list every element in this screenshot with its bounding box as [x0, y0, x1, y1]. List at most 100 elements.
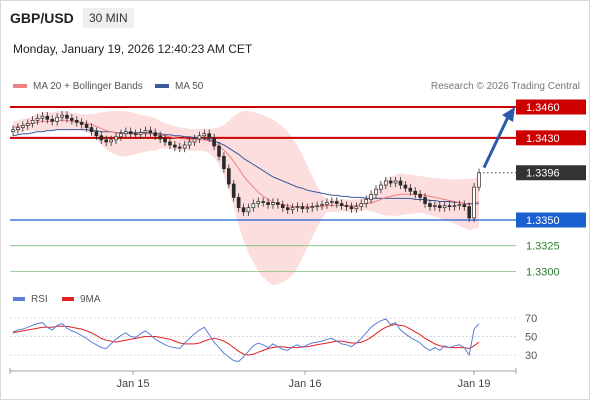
candle	[197, 131, 202, 143]
candle-body	[99, 135, 104, 141]
candle	[104, 135, 109, 147]
candle	[217, 141, 221, 161]
candle	[413, 187, 418, 199]
candle	[16, 123, 20, 134]
candle-body	[271, 202, 275, 205]
candle	[55, 113, 59, 126]
candle	[177, 142, 182, 153]
ma9-legend: 9MA	[62, 294, 101, 305]
candle-body	[325, 202, 329, 205]
candle	[11, 125, 15, 136]
candle	[182, 140, 187, 153]
candle-body	[30, 120, 35, 124]
candle-body	[364, 199, 368, 204]
candle	[354, 202, 359, 213]
candle-body	[153, 132, 158, 137]
candle	[300, 202, 305, 213]
candle	[369, 190, 373, 204]
candle-body	[251, 203, 256, 209]
candle	[94, 127, 99, 140]
rsi-legend-label: RSI	[31, 294, 48, 305]
candle	[35, 114, 40, 125]
candle	[168, 137, 172, 150]
candle-body	[168, 141, 172, 146]
rsi-legend: RSI	[13, 294, 48, 305]
candle-body	[119, 133, 123, 138]
current-price-label-bg	[516, 165, 586, 181]
candle	[74, 116, 79, 127]
candle	[202, 129, 207, 140]
candle	[128, 127, 133, 138]
candle	[227, 164, 231, 189]
candle	[124, 127, 128, 138]
x-tick-label: Jan 15	[116, 378, 149, 390]
candle-body	[354, 206, 359, 210]
candle-body	[148, 130, 153, 134]
candle-body	[408, 187, 413, 192]
candle	[119, 129, 123, 141]
candle-body	[197, 135, 202, 140]
candle	[65, 111, 69, 123]
candle	[477, 168, 481, 192]
candle-body	[177, 146, 182, 149]
candle-body	[40, 115, 45, 119]
candle-body	[114, 136, 118, 141]
candle	[266, 198, 270, 209]
candle-body	[339, 203, 344, 206]
candle-body	[472, 186, 476, 219]
candle-body	[128, 131, 133, 135]
candle-body	[16, 127, 20, 130]
resistance-label-bg	[516, 99, 586, 115]
target-label: 1.3300	[526, 266, 560, 278]
candle-body	[462, 204, 467, 207]
candle-body	[35, 117, 40, 121]
candle-body	[403, 184, 408, 189]
candle-body	[55, 116, 59, 122]
candle	[295, 202, 300, 212]
candle-body	[227, 168, 231, 185]
candle-body	[359, 203, 364, 207]
candle	[212, 133, 216, 151]
candle	[467, 202, 471, 223]
candle-body	[256, 201, 261, 204]
candle-body	[349, 206, 354, 210]
timeframe-badge[interactable]: 30 MIN	[83, 8, 134, 28]
candle	[403, 180, 408, 193]
candle-body	[413, 190, 418, 195]
candle-body	[433, 205, 437, 207]
candle	[50, 115, 55, 126]
rsi-swatch	[13, 297, 25, 302]
candle-body	[393, 180, 398, 184]
candle	[349, 202, 354, 213]
candle	[158, 131, 162, 143]
candle	[423, 193, 427, 208]
candle	[285, 203, 290, 214]
candle-body	[182, 144, 187, 149]
ma9-legend-label: 9MA	[80, 294, 101, 305]
candle-body	[437, 205, 442, 209]
candle	[40, 112, 45, 123]
candle-body	[109, 139, 113, 143]
candle-body	[158, 135, 162, 140]
candle-body	[320, 204, 324, 206]
candle-body	[65, 114, 69, 119]
candle-body	[173, 144, 177, 148]
candle-body	[217, 145, 221, 157]
candle-body	[246, 207, 251, 213]
candle	[45, 112, 50, 124]
candle	[379, 180, 383, 194]
candle-body	[138, 132, 143, 136]
support-label-bg	[516, 212, 586, 228]
rsi-tick-label: 70	[525, 313, 537, 325]
candle	[462, 200, 467, 211]
candle-body	[418, 193, 422, 198]
candle	[70, 114, 74, 125]
ma20-legend-label: MA 20 + Bollinger Bands	[33, 81, 143, 92]
candle-body	[300, 206, 305, 210]
candle-body	[45, 115, 50, 120]
candle-body	[315, 205, 319, 207]
candle	[30, 116, 35, 128]
candle-body	[374, 188, 378, 195]
ma9-swatch	[62, 297, 74, 302]
candle	[231, 179, 236, 202]
